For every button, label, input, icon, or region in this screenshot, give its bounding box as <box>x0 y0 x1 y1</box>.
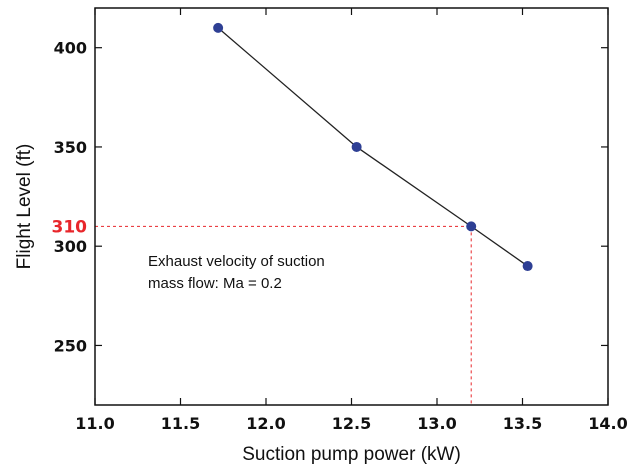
x-tick-label: 11.5 <box>161 414 200 433</box>
x-tick-label: 14.0 <box>588 414 627 433</box>
y-tick-label: 250 <box>54 336 87 355</box>
data-point <box>466 221 477 232</box>
plot-frame <box>94 7 609 406</box>
x-tick-label: 13.0 <box>417 414 456 433</box>
chart-annotation: Exhaust velocity of suction mass flow: M… <box>148 253 329 292</box>
annotation-line-2: mass flow: Ma = 0.2 <box>148 275 282 292</box>
x-tick-label: 12.5 <box>332 414 371 433</box>
reference-lines <box>95 225 472 405</box>
x-tick-label: 12.0 <box>246 414 285 433</box>
axis-ticks: 11.0 11.5 12.0 12.5 13.0 13.5 14.0 250 300 350 400 <box>54 8 628 433</box>
y-tick-label: 350 <box>54 138 87 157</box>
x-tick-label: 13.5 <box>503 414 542 433</box>
annotation-line-1: Exhaust velocity of suction <box>148 253 325 270</box>
x-axis-title: Suction pump power (kW) <box>242 444 461 465</box>
y-tick-label: 400 <box>54 39 87 58</box>
data-point <box>213 22 224 33</box>
series-layer <box>213 22 533 272</box>
y-axis-title: Flight Level (ft) <box>14 144 35 270</box>
y-tick-label: 300 <box>54 237 87 256</box>
data-point <box>522 261 533 272</box>
reference-value-label: 310 <box>52 217 88 237</box>
data-point <box>351 141 362 152</box>
x-tick-label: 11.0 <box>75 414 114 433</box>
series-line <box>217 27 529 267</box>
